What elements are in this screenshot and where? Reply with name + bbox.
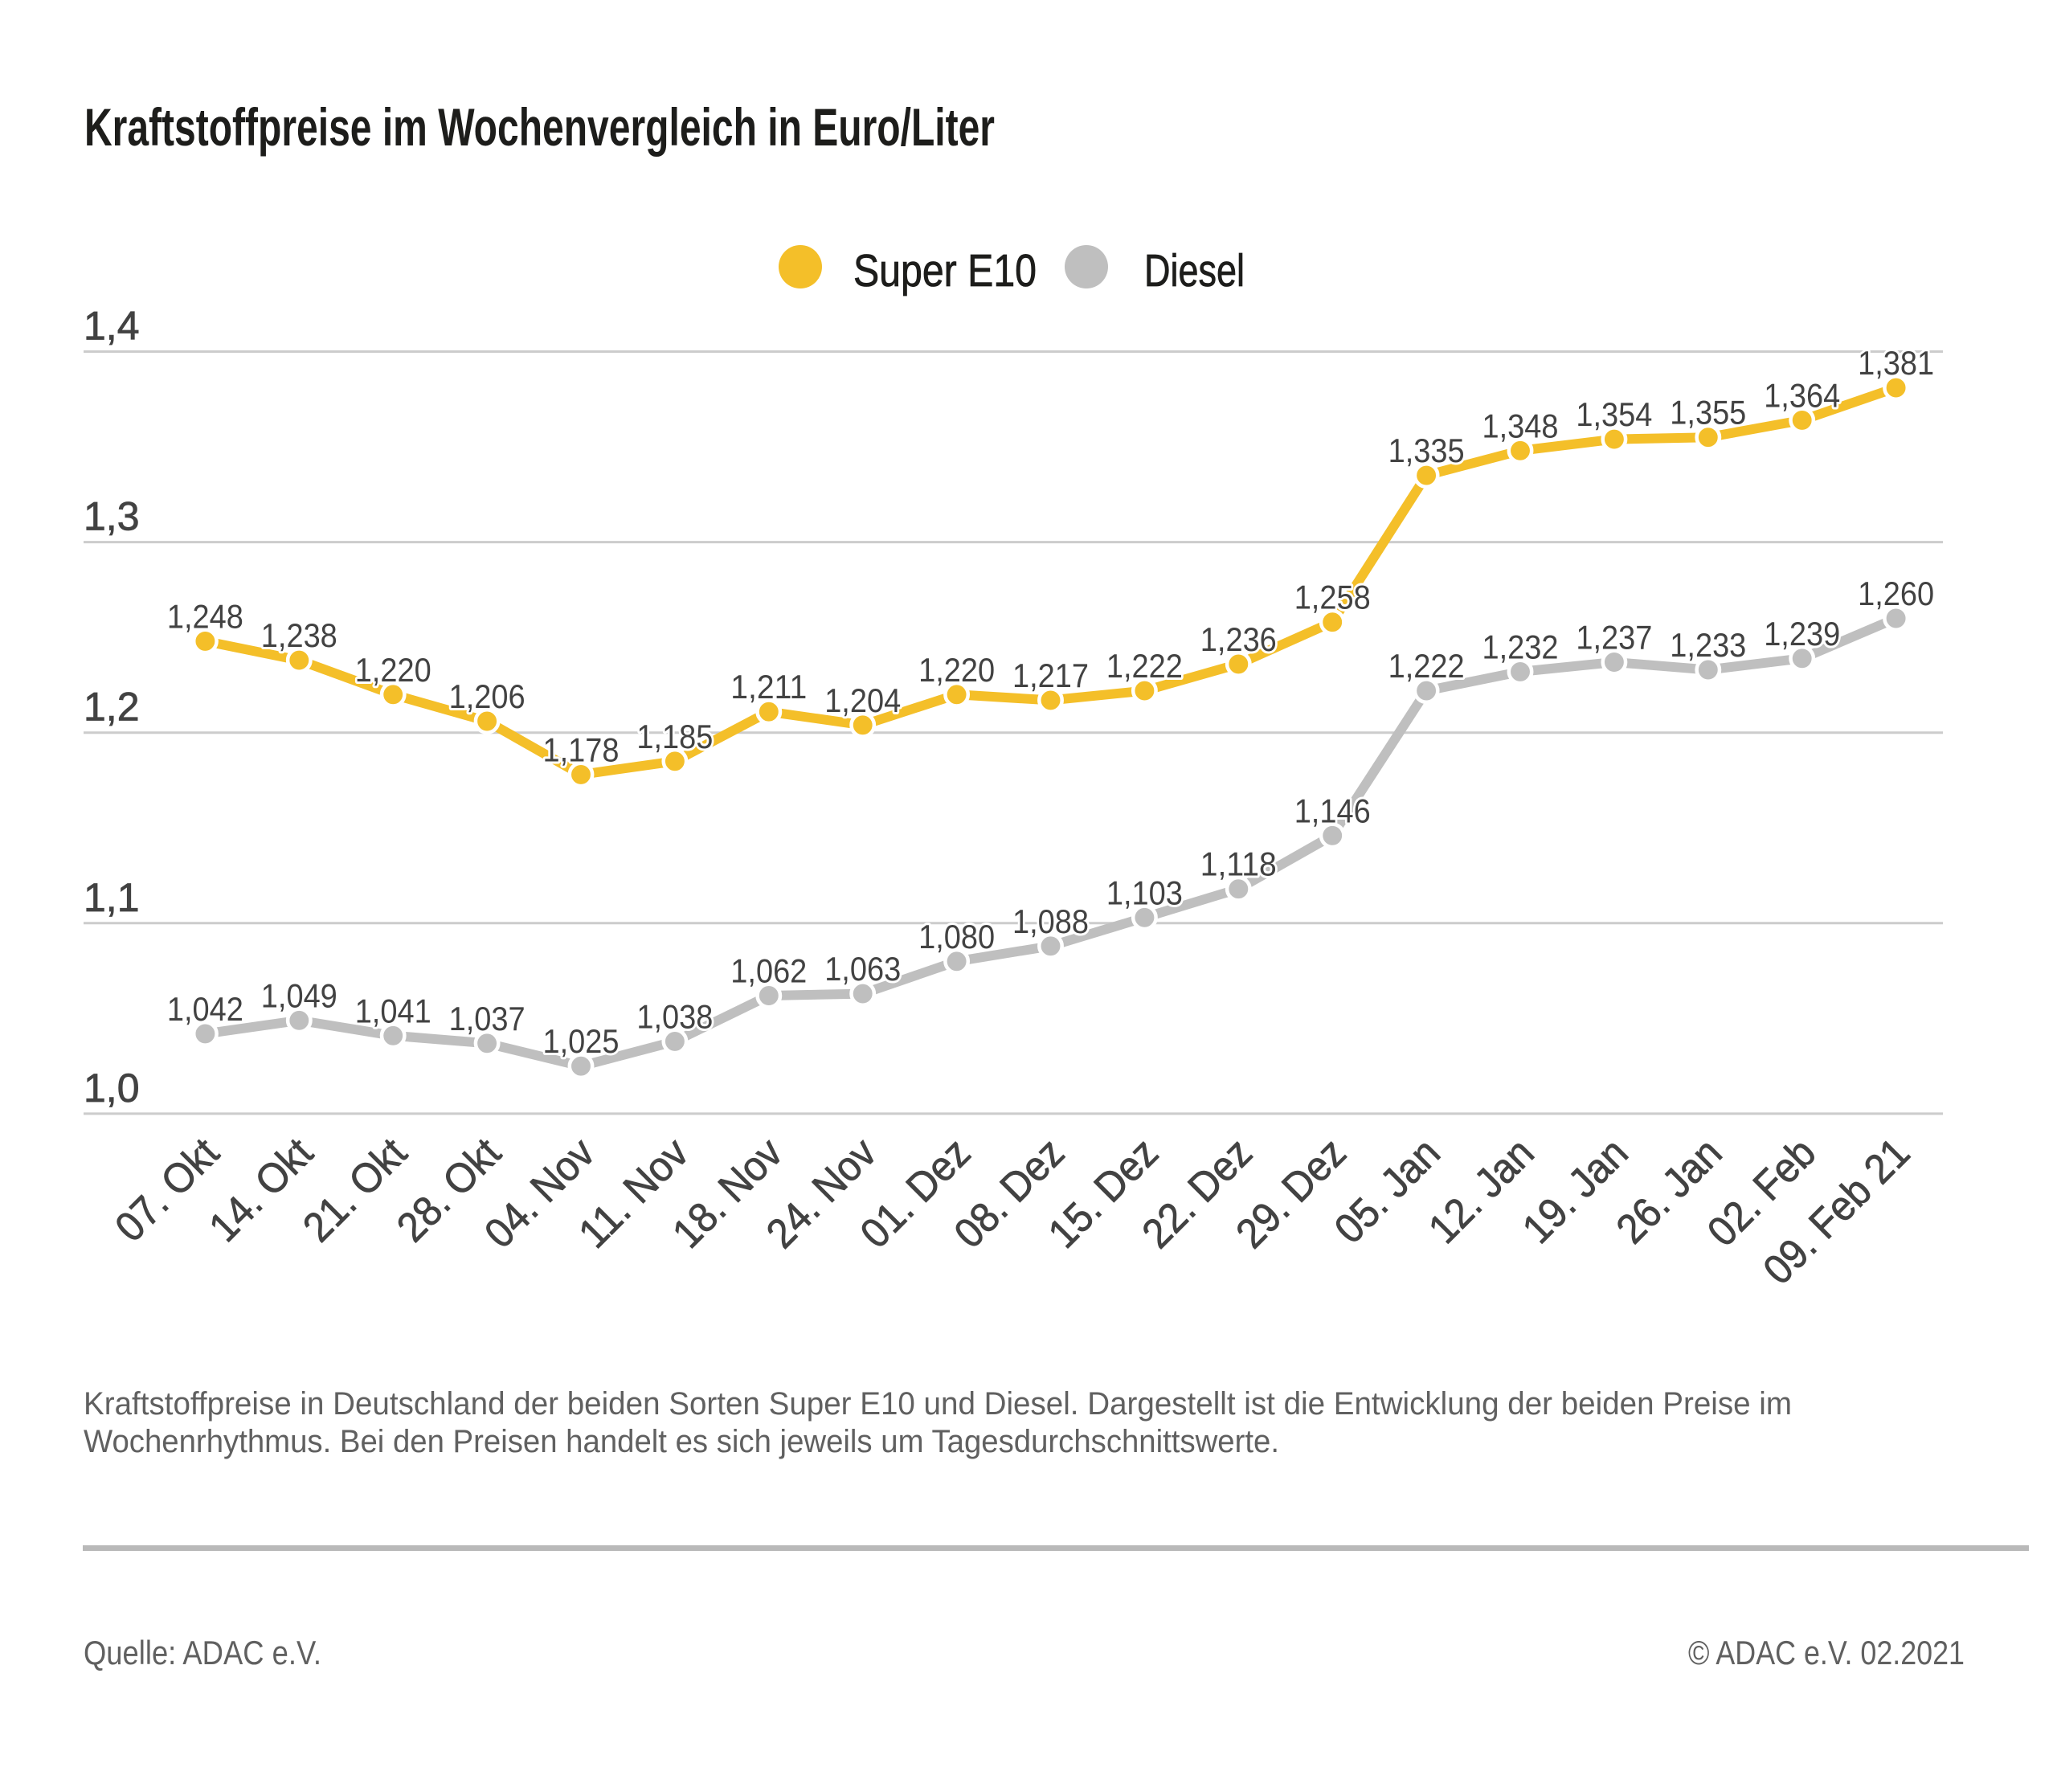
svg-text:1,217: 1,217: [1012, 657, 1089, 694]
svg-text:1,222: 1,222: [1106, 647, 1183, 685]
svg-text:1,038: 1,038: [636, 997, 713, 1035]
svg-text:1,211: 1,211: [730, 668, 807, 706]
svg-text:1,041: 1,041: [355, 992, 431, 1029]
svg-text:1,354: 1,354: [1576, 395, 1652, 433]
svg-text:1,204: 1,204: [824, 681, 901, 719]
svg-text:1,220: 1,220: [918, 651, 995, 689]
svg-text:1,049: 1,049: [261, 976, 337, 1014]
svg-text:1,222: 1,222: [1388, 647, 1465, 685]
svg-text:1,220: 1,220: [355, 651, 431, 689]
svg-text:© ADAC e.V. 02.2021: © ADAC e.V. 02.2021: [1688, 1634, 1965, 1671]
svg-text:1,118: 1,118: [1200, 845, 1277, 883]
svg-text:1,2: 1,2: [84, 685, 140, 730]
svg-text:Diesel: Diesel: [1144, 245, 1245, 297]
svg-text:Wochenrhythmus. Bei den Preise: Wochenrhythmus. Bei den Preisen handelt …: [84, 1424, 1279, 1459]
svg-text:1,232: 1,232: [1482, 628, 1559, 665]
svg-text:1,364: 1,364: [1764, 376, 1840, 414]
svg-text:1,233: 1,233: [1670, 626, 1746, 664]
svg-text:1,355: 1,355: [1670, 394, 1746, 432]
svg-text:Quelle: ADAC e.V.: Quelle: ADAC e.V.: [84, 1634, 321, 1671]
svg-text:1,236: 1,236: [1200, 620, 1277, 658]
svg-text:Kraftstoffpreise im Wochenverg: Kraftstoffpreise im Wochenvergleich in E…: [84, 97, 995, 157]
svg-text:1,088: 1,088: [1012, 902, 1089, 940]
svg-text:1,3: 1,3: [84, 494, 140, 539]
svg-text:1,062: 1,062: [730, 952, 807, 990]
svg-text:1,025: 1,025: [543, 1022, 620, 1060]
svg-text:Super E10: Super E10: [853, 245, 1037, 297]
svg-text:1,1: 1,1: [84, 875, 140, 920]
svg-text:1,042: 1,042: [167, 990, 243, 1028]
svg-text:1,0: 1,0: [84, 1066, 140, 1111]
svg-text:1,080: 1,080: [918, 918, 995, 955]
svg-text:1,258: 1,258: [1294, 579, 1371, 616]
svg-text:1,185: 1,185: [636, 718, 713, 755]
svg-text:1,103: 1,103: [1106, 873, 1183, 911]
svg-text:1,335: 1,335: [1388, 432, 1465, 469]
svg-text:1,063: 1,063: [824, 950, 901, 988]
svg-text:1,146: 1,146: [1294, 792, 1371, 829]
svg-text:1,381: 1,381: [1858, 344, 1934, 382]
svg-text:1,348: 1,348: [1482, 407, 1559, 444]
svg-text:1,4: 1,4: [84, 304, 140, 349]
svg-text:1,206: 1,206: [449, 677, 525, 715]
svg-text:1,260: 1,260: [1858, 575, 1934, 612]
svg-text:1,248: 1,248: [167, 597, 243, 635]
svg-text:Kraftstoffpreise in Deutschlan: Kraftstoffpreise in Deutschland der beid…: [84, 1386, 1792, 1422]
svg-text:1,238: 1,238: [261, 616, 337, 654]
svg-text:1,178: 1,178: [543, 730, 620, 768]
svg-text:1,037: 1,037: [449, 1000, 525, 1037]
svg-text:1,237: 1,237: [1576, 619, 1652, 657]
svg-text:1,239: 1,239: [1764, 615, 1840, 653]
